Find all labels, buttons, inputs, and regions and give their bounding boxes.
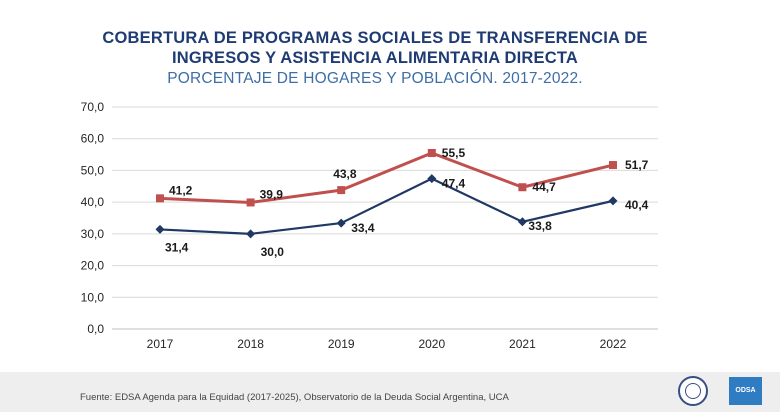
poblacion-data-label: 43,8	[333, 167, 357, 181]
legend-poblacion-label: Población	[294, 370, 351, 372]
hogares-data-label: 47,4	[442, 177, 466, 191]
hogares-point	[155, 224, 165, 234]
poblacion-point	[427, 148, 436, 157]
hogares-point	[246, 229, 256, 239]
poblacion-data-label: 51,7	[625, 158, 649, 172]
poblacion-point	[156, 194, 164, 203]
chart-subtitle: PORCENTAJE DE HOGARES Y POBLACIÓN. 2017-…	[167, 70, 583, 87]
x-tick-label: 2017	[147, 337, 174, 351]
source-note: Fuente: EDSA Agenda para la Equidad (201…	[80, 392, 509, 403]
y-tick-label: 40,0	[81, 195, 105, 209]
line-chart: 0,0 10,0 20,0 30,0 40,0 50,0 60,0 70,0 2017 2018 2…	[81, 100, 658, 372]
legend-hogares-label: Hogares	[402, 370, 450, 372]
hogares-point	[517, 217, 527, 227]
hogares-data-label: 30,0	[261, 245, 285, 259]
hogares-data-label: 33,8	[528, 219, 552, 233]
chart-title: COBERTURA DE PROGRAMAS SOCIALES DE TRANS…	[102, 29, 648, 67]
poblacion-point	[246, 198, 255, 207]
odsa-logo: ODSA	[729, 377, 762, 405]
hogares-point	[336, 218, 346, 228]
x-tick-label: 2022	[600, 337, 627, 351]
poblacion-data-label: 44,7	[532, 180, 556, 194]
uca-seal-logo	[678, 376, 708, 406]
poblacion-point	[609, 161, 617, 170]
hogares-data-label: 33,4	[351, 221, 375, 235]
x-tick-label: 2021	[509, 337, 536, 351]
chart-title-block: COBERTURA DE PROGRAMAS SOCIALES DE TRANS…	[0, 28, 750, 89]
y-tick-label: 20,0	[81, 259, 105, 273]
hogares-data-label: 40,4	[625, 198, 649, 212]
x-tick-label: 2020	[418, 337, 445, 351]
hogares-data-label: 31,4	[165, 240, 189, 254]
poblacion-point	[337, 186, 346, 195]
hogares-point	[427, 174, 437, 184]
hogares-point	[608, 196, 618, 206]
x-tick-label: 2018	[237, 337, 264, 351]
y-tick-label: 60,0	[81, 132, 105, 146]
poblacion-line	[159, 151, 614, 204]
x-tick-label: 2019	[328, 337, 355, 351]
y-tick-label: 50,0	[81, 163, 105, 177]
y-tick-label: 10,0	[81, 290, 105, 304]
y-tick-label: 0,0	[87, 322, 104, 336]
poblacion-data-label: 39,9	[260, 187, 284, 201]
y-tick-label: 30,0	[81, 227, 105, 241]
poblacion-data-label: 55,5	[442, 146, 466, 160]
footer-bar	[0, 372, 780, 412]
poblacion-point	[518, 183, 527, 192]
hogares-line	[159, 177, 614, 235]
y-tick-label: 70,0	[81, 100, 105, 114]
poblacion-data-label: 41,2	[169, 183, 193, 197]
